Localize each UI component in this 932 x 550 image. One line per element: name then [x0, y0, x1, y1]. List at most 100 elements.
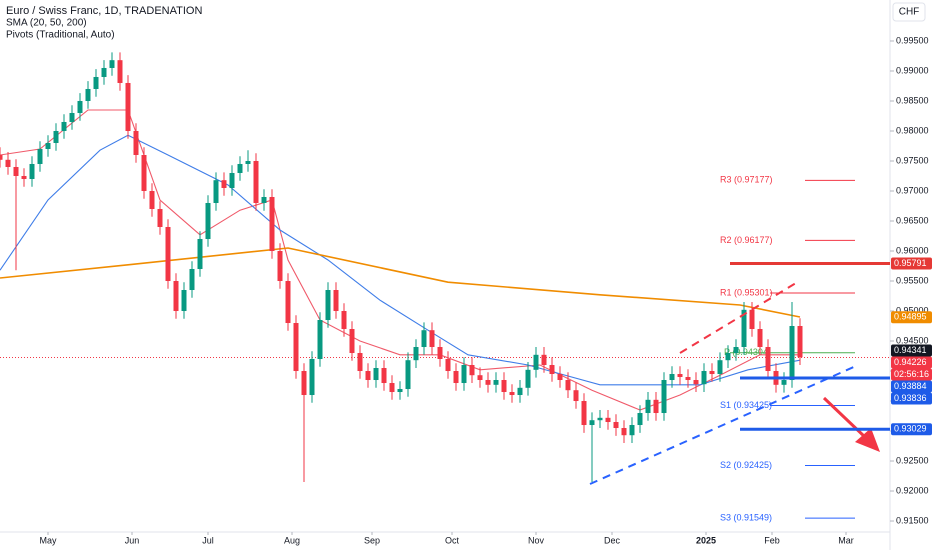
price-tag-box — [891, 380, 932, 393]
x-tick-label: Sep — [364, 535, 380, 545]
candle-body — [493, 380, 499, 385]
candle-body — [565, 380, 571, 391]
candle-body — [293, 323, 299, 372]
candle-body — [477, 375, 483, 381]
candle-body — [485, 380, 491, 385]
pivot-label: R3 (0.97177) — [720, 175, 773, 185]
y-tick-label: 0.96000 — [896, 245, 929, 255]
pivot-label: P (0.94304) — [724, 347, 771, 357]
x-tick-label: Jul — [202, 535, 214, 545]
candle-body — [789, 326, 795, 381]
y-tick-label: 0.98000 — [896, 125, 929, 135]
y-tick-label: 0.91500 — [896, 515, 929, 525]
y-tick-label: 0.95000 — [896, 305, 929, 315]
candle-body — [101, 67, 107, 77]
y-tick-label: 0.99500 — [896, 35, 929, 45]
candle-body — [325, 290, 331, 321]
price-tag-box — [891, 311, 932, 324]
candle-body — [21, 175, 27, 179]
candle-body — [517, 387, 523, 396]
candle-body — [741, 309, 747, 348]
currency-box — [892, 2, 926, 22]
y-tick-label: 0.92000 — [896, 485, 929, 495]
candle-body — [269, 196, 275, 251]
candle-body — [685, 377, 691, 381]
price-tag-box — [891, 257, 932, 270]
price-tag-box — [891, 344, 932, 357]
x-tick-label: Dec — [604, 535, 621, 545]
x-tick-label: Mar — [838, 535, 854, 545]
candle-body — [661, 380, 667, 414]
candle-body — [725, 353, 731, 361]
arrow-shaft — [822, 396, 868, 440]
candle-body — [573, 390, 579, 402]
price-tag: 0.93884 — [894, 381, 927, 391]
candle-body — [469, 365, 475, 376]
candle-body — [213, 180, 219, 203]
candle-body — [597, 417, 603, 421]
candle-body — [173, 281, 179, 312]
plot: R3 (0.97177) R2 (0.96177) R1 (0.95301) P (0… — [0, 52, 890, 522]
x-tick-label: Feb — [764, 535, 780, 545]
countdown: 02:56:16 — [894, 369, 929, 379]
candle-body — [45, 142, 51, 149]
candle-body — [637, 413, 643, 426]
x-tick-label: Aug — [284, 535, 300, 545]
pivot-label: R2 (0.96177) — [720, 235, 773, 245]
candle-body — [365, 371, 371, 381]
channel-line — [679, 282, 797, 354]
candle-body — [125, 82, 131, 131]
candle-body — [93, 76, 99, 89]
candle-body — [53, 130, 59, 143]
candle-body — [349, 329, 355, 354]
x-tick-label: Nov — [528, 535, 545, 545]
x-tick-label: May — [39, 535, 57, 545]
candle-body — [541, 354, 547, 366]
y-tick-label: 0.96500 — [896, 215, 929, 225]
candle-body — [693, 380, 699, 385]
candle-body — [557, 374, 563, 381]
candle-body — [645, 399, 651, 414]
x-tick-label: Jun — [125, 535, 140, 545]
sma-line — [0, 247, 801, 318]
candle-body — [133, 130, 139, 155]
candle-body — [197, 238, 203, 270]
candle-body — [29, 163, 35, 179]
candle-body — [149, 190, 155, 209]
y-tick-label: 0.99000 — [896, 65, 929, 75]
price-tag-box — [891, 356, 932, 369]
candle-body — [69, 112, 75, 122]
candle-body — [669, 374, 675, 381]
candle-body — [109, 60, 115, 68]
candle-body — [629, 425, 635, 436]
candle-body — [237, 163, 243, 173]
candle-body — [277, 250, 283, 282]
price-tag: 0.93029 — [894, 424, 927, 434]
candle-body — [181, 290, 187, 312]
candle-body — [749, 309, 755, 330]
x-tick-label: 2025 — [696, 535, 716, 545]
candle-body — [165, 226, 171, 282]
candle-body — [5, 159, 11, 167]
candle-body — [581, 401, 587, 426]
candle-body — [733, 347, 739, 354]
candle-body — [421, 330, 427, 348]
candle-body — [389, 383, 395, 393]
candle-body — [253, 160, 259, 203]
candle-body — [285, 281, 291, 324]
y-tick-label: 0.98500 — [896, 95, 929, 105]
pivot-label: S2 (0.92425) — [720, 460, 772, 470]
x-tick-label: Oct — [445, 535, 460, 545]
price-tag: 0.94341 — [894, 345, 927, 355]
candle-body — [533, 354, 539, 370]
candle-body — [605, 417, 611, 423]
y-tick-label: 0.97000 — [896, 185, 929, 195]
pivot-label: S1 (0.93425) — [720, 400, 772, 410]
price-tag-box — [891, 423, 932, 436]
candle-body — [589, 420, 595, 426]
candle-body — [309, 359, 315, 396]
price-tag: 0.95791 — [894, 258, 927, 268]
candle-body — [797, 326, 803, 358]
